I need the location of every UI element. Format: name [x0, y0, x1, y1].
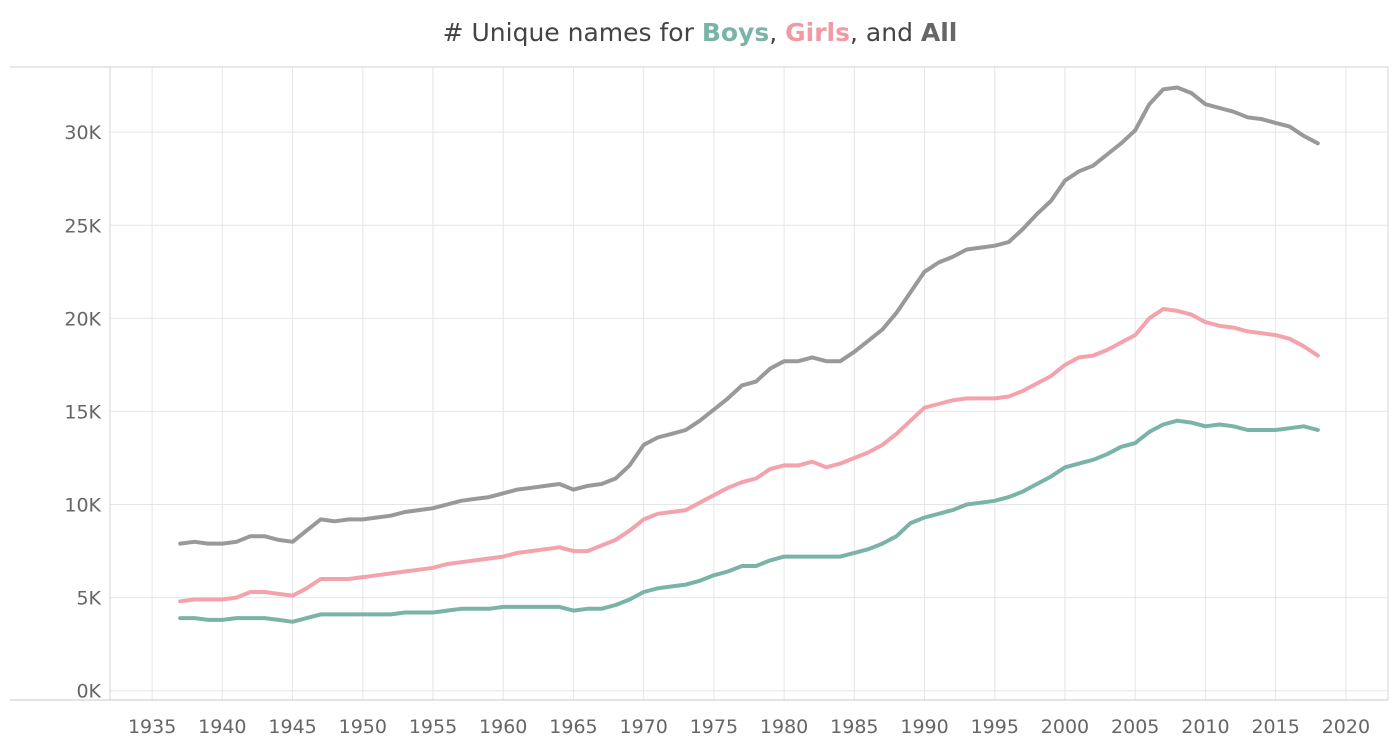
chart-title-separator-2: , and	[850, 18, 921, 47]
series-lines	[178, 85, 1320, 624]
chart-title: # Unique names for Boys, Girls, and All	[0, 18, 1400, 47]
y-tick-label: 30K	[64, 122, 101, 144]
x-tick-label: 2000	[1041, 716, 1089, 738]
x-tick-label: 1975	[690, 716, 738, 738]
x-tick-label: 1965	[549, 716, 597, 738]
x-tick-label: 1990	[900, 716, 948, 738]
series-line-all	[178, 85, 1320, 546]
plot-frame	[10, 66, 1389, 701]
x-tick-label: 1950	[339, 716, 387, 738]
y-tick-label: 15K	[64, 401, 101, 423]
x-tick-label: 1985	[830, 716, 878, 738]
x-tick-label: 1995	[971, 716, 1019, 738]
x-tick-label: 1970	[619, 716, 667, 738]
chart-title-separator-1: ,	[769, 18, 786, 47]
series-line-girls	[178, 307, 1320, 604]
y-tick-label: 25K	[64, 215, 101, 237]
x-tick-label: 2005	[1111, 716, 1159, 738]
x-tick-label: 1940	[198, 716, 246, 738]
x-tick-label: 2010	[1181, 716, 1229, 738]
x-tick-label: 1960	[479, 716, 527, 738]
chart-title-boys: Boys	[701, 18, 770, 47]
y-axis-ticks: 0K 5K 10K 15K 20K 25K 30K	[64, 122, 101, 703]
y-tick-label: 5K	[76, 588, 101, 610]
y-tick-label: 0K	[76, 681, 101, 703]
x-tick-label: 1980	[760, 716, 808, 738]
x-axis-ticks: 1935 1940 1945 1950 1955 1960 1965 1970 1975 1980…	[128, 716, 1370, 738]
chart-title-prefix: # Unique names for	[442, 18, 702, 47]
series-line-boys	[178, 418, 1320, 624]
chart-title-girls: Girls	[785, 18, 851, 47]
y-tick-label: 20K	[64, 308, 101, 330]
x-tick-label: 1955	[409, 716, 457, 738]
chart-title-all: All	[920, 18, 958, 47]
x-tick-label: 1945	[268, 716, 316, 738]
x-tick-label: 2015	[1251, 716, 1299, 738]
gridlines	[110, 67, 1388, 700]
x-tick-label: 1935	[128, 716, 176, 738]
y-tick-label: 10K	[64, 495, 101, 517]
x-tick-label: 2020	[1322, 716, 1370, 738]
